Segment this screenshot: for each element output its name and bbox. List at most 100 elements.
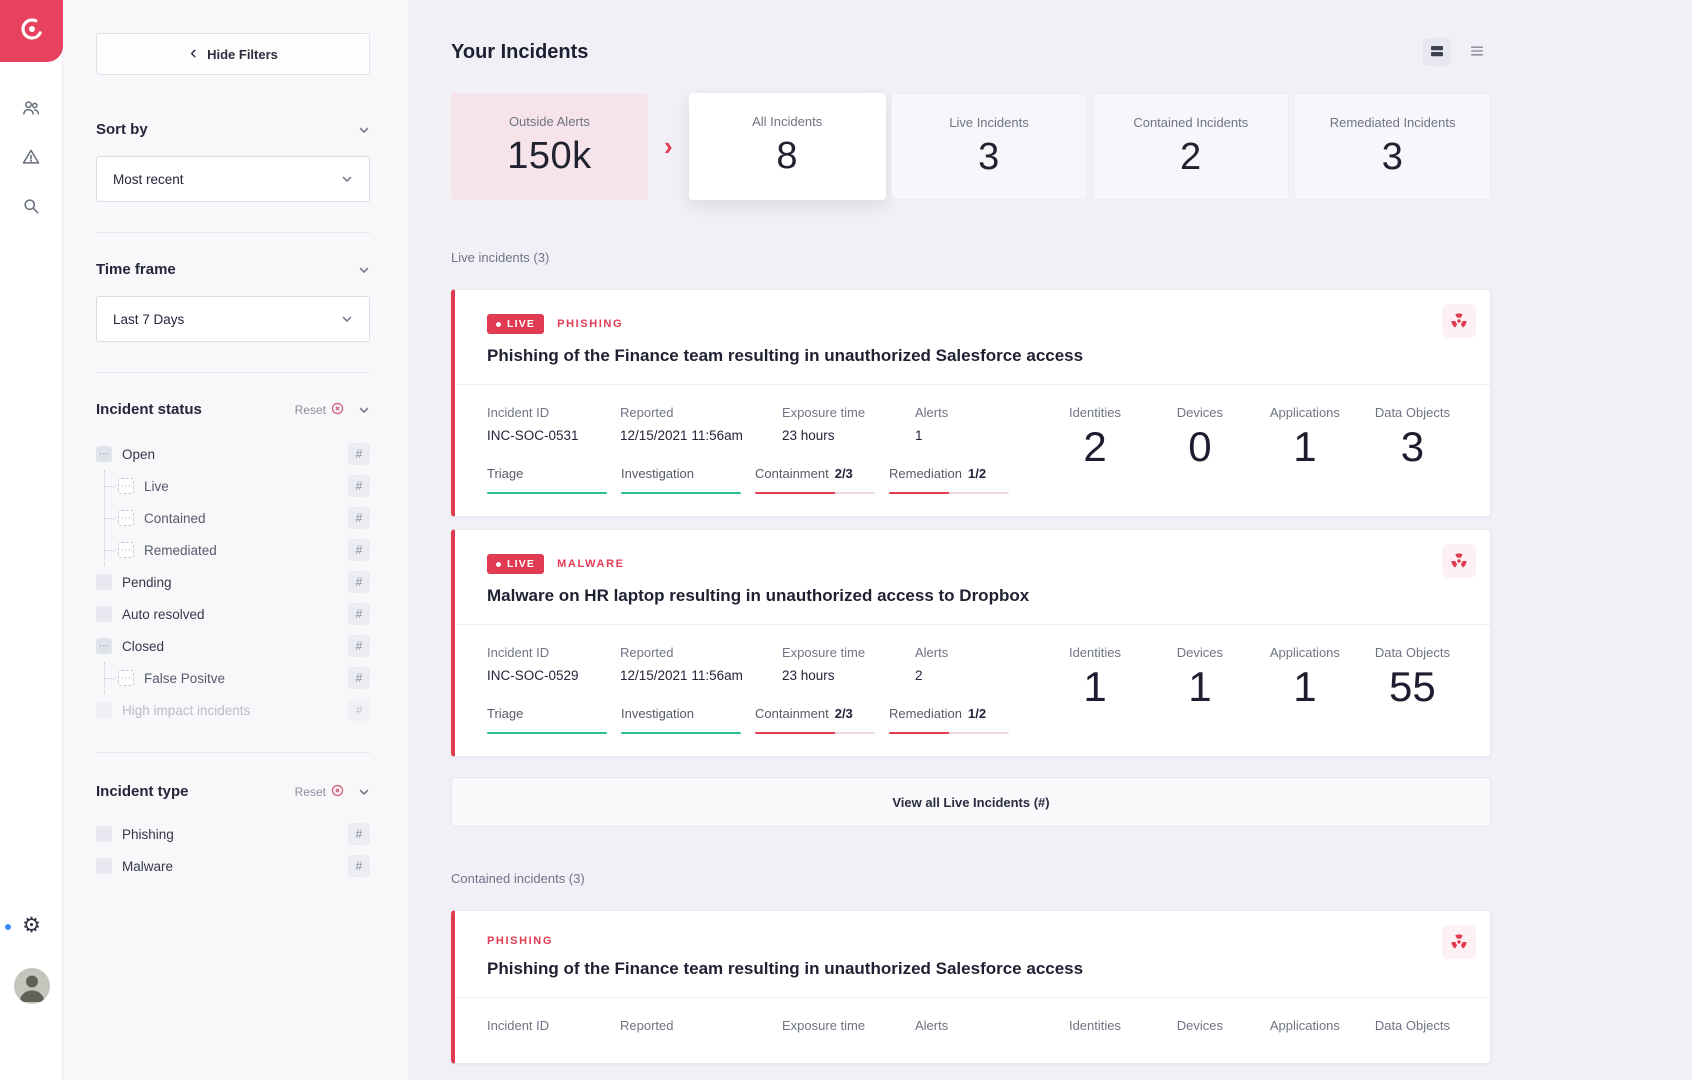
status-row-high-impact: High impact incidents # <box>96 694 370 726</box>
incident-type-title: Incident type <box>96 783 189 800</box>
view-toggles <box>1423 38 1491 66</box>
incident-status-header[interactable]: Incident status Reset <box>96 401 370 418</box>
hazard-radiation-icon[interactable] <box>1442 544 1476 578</box>
count-badge: # <box>348 603 370 625</box>
incident-title[interactable]: Phishing of the Finance team resulting i… <box>487 346 1084 365</box>
user-avatar[interactable] <box>13 968 50 1004</box>
incident-status-list: Open # Live # Contained # Remediated # <box>96 438 370 726</box>
checkbox-live[interactable] <box>118 478 134 494</box>
hazard-radiation-icon[interactable] <box>1442 925 1476 959</box>
status-row-pending[interactable]: Pending # <box>96 566 370 598</box>
stage-remediation: Remediation 1/2 <box>889 465 1023 494</box>
checkbox-closed[interactable] <box>96 638 112 654</box>
time-frame-header[interactable]: Time frame <box>96 261 370 278</box>
time-frame-select[interactable]: Last 7 Days <box>96 296 370 342</box>
type-row-malware[interactable]: Malware # <box>96 850 370 882</box>
sort-select[interactable]: Most recent <box>96 156 370 202</box>
chevron-down-icon[interactable] <box>358 404 370 416</box>
metric-label: Applications <box>1269 645 1340 660</box>
stat-value: 3 <box>978 136 1000 178</box>
checkbox-remediated[interactable] <box>118 542 134 558</box>
incident-title[interactable]: Phishing of the Finance team resulting i… <box>487 959 1084 978</box>
stat-card-remediated-incidents[interactable]: Remediated Incidents 3 <box>1294 93 1492 200</box>
metric-value: 1 <box>1083 663 1107 710</box>
stage-fraction: 2/3 <box>834 706 853 721</box>
stage-progress-bar <box>621 732 741 734</box>
stat-card-live-incidents[interactable]: Live Incidents 3 <box>890 93 1088 200</box>
sort-by-header[interactable]: Sort by <box>96 121 370 138</box>
search-icon[interactable] <box>21 196 41 216</box>
list-view-icon <box>1469 43 1485 62</box>
metric-identities: Identities 1 <box>1060 645 1130 734</box>
incident-card[interactable]: LIVE PHISHING Phishing of the Finance te… <box>451 289 1491 517</box>
chevron-down-icon[interactable] <box>358 264 370 276</box>
checkbox-phishing[interactable] <box>96 826 112 842</box>
checkbox-false-positive[interactable] <box>118 670 134 686</box>
brand-logo[interactable] <box>0 0 63 62</box>
stat-label: Outside Alerts <box>508 114 590 129</box>
stat-card-contained-incidents[interactable]: Contained Incidents 2 <box>1092 93 1290 200</box>
stage-fraction: 1/2 <box>968 706 987 721</box>
incident-card[interactable]: PHISHING Phishing of the Finance team re… <box>451 910 1491 1064</box>
status-label: Contained <box>144 510 206 526</box>
type-row-phishing[interactable]: Phishing # <box>96 818 370 850</box>
field-label: Exposure time <box>782 1018 866 1033</box>
stat-label: All Incidents <box>752 114 823 129</box>
metric-data-objects: Data Objects 3 <box>1375 405 1450 494</box>
reset-circle-x-icon <box>331 402 344 418</box>
checkbox-pending[interactable] <box>96 574 112 590</box>
checkbox-open[interactable] <box>96 446 112 462</box>
field-label: Reported <box>620 1018 674 1033</box>
checkbox-contained[interactable] <box>118 510 134 526</box>
chevron-down-icon[interactable] <box>358 786 370 798</box>
reset-type-button[interactable]: Reset <box>295 784 344 800</box>
alert-triangle-icon[interactable] <box>21 147 41 167</box>
stat-value: 8 <box>776 135 798 177</box>
field-value: 23 hours <box>782 428 835 443</box>
rail-nav <box>0 98 62 216</box>
page-title: Your Incidents <box>451 40 589 63</box>
divider <box>96 372 370 373</box>
stage-triage: Triage <box>487 705 621 734</box>
status-row-remediated[interactable]: Remediated # <box>105 534 370 566</box>
incident-card[interactable]: LIVE MALWARE Malware on HR laptop result… <box>451 529 1491 757</box>
field-label: Alerts <box>915 1018 949 1033</box>
count-badge: # <box>348 443 370 465</box>
count-badge: # <box>348 699 370 721</box>
list-view-toggle[interactable] <box>1463 38 1491 66</box>
metric-value: 1 <box>1188 663 1212 710</box>
stat-value: 2 <box>1179 136 1202 178</box>
chevron-down-icon[interactable] <box>358 124 370 136</box>
hide-filters-button[interactable]: Hide Filters <box>96 33 370 75</box>
live-incidents-section-label: Live incidents (3) <box>451 250 550 265</box>
field-label: Incident ID <box>487 405 550 420</box>
hide-filters-label: Hide Filters <box>207 46 278 62</box>
view-all-live-incidents-button[interactable]: View all Live Incidents (#) <box>451 777 1491 827</box>
stage-label: Containment <box>755 706 829 721</box>
status-row-live[interactable]: Live # <box>105 470 370 502</box>
users-icon[interactable] <box>21 98 41 118</box>
metric-value: 1 <box>1293 423 1317 470</box>
status-label: Open <box>122 446 156 462</box>
hazard-radiation-icon[interactable] <box>1442 304 1476 338</box>
gear-icon[interactable]: ⚙ <box>22 914 41 937</box>
stage-containment: Containment 2/3 <box>755 465 889 494</box>
card-view-toggle[interactable] <box>1423 38 1451 66</box>
status-row-open[interactable]: Open # <box>96 438 370 470</box>
status-label: Live <box>144 478 169 494</box>
incident-title[interactable]: Malware on HR laptop resulting in unauth… <box>487 586 1030 605</box>
live-dot-icon <box>496 321 501 327</box>
checkbox-malware[interactable] <box>96 858 112 874</box>
stat-card-outside-alerts[interactable]: Outside Alerts 150k <box>451 93 648 200</box>
stat-card-all-incidents[interactable]: All Incidents 8 <box>688 93 886 200</box>
stage-label: Containment <box>755 466 829 481</box>
checkbox-auto-resolved[interactable] <box>96 606 112 622</box>
incident-field: Incident ID <box>487 1018 620 1041</box>
status-row-closed[interactable]: Closed # <box>96 630 370 662</box>
status-row-false-positive[interactable]: False Positve # <box>105 662 370 694</box>
status-label: Pending <box>122 574 172 590</box>
reset-status-button[interactable]: Reset <box>295 402 344 418</box>
status-row-contained[interactable]: Contained # <box>105 502 370 534</box>
incident-type-header[interactable]: Incident type Reset <box>96 783 370 800</box>
status-row-auto-resolved[interactable]: Auto resolved # <box>96 598 370 630</box>
